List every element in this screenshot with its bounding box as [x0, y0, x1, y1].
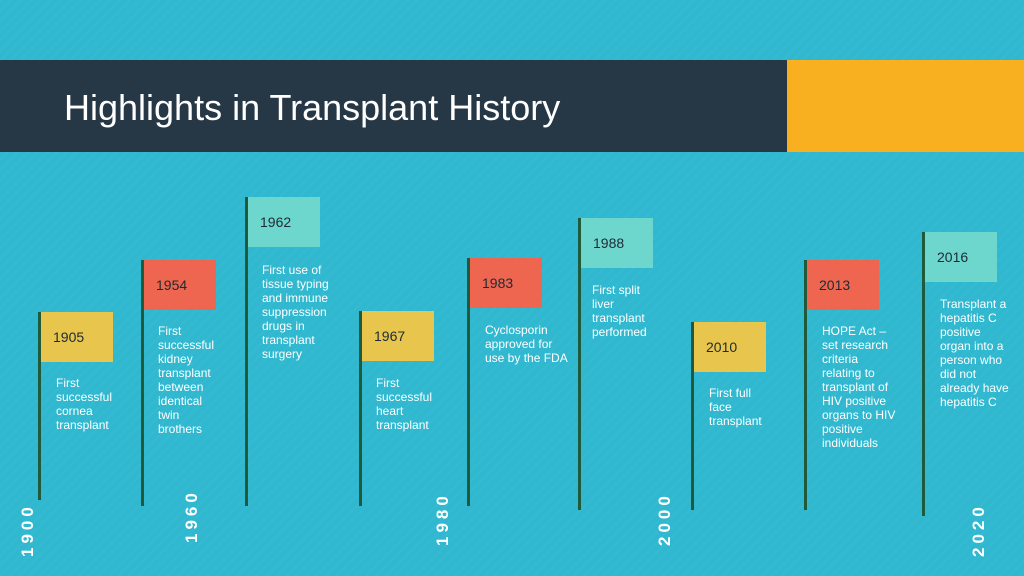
flag-pole	[691, 322, 694, 510]
event-description-2013: HOPE Act – set research criteria relating t…	[822, 324, 896, 450]
axis-label-2020: 2020	[969, 503, 988, 557]
year-flag-1905: 1905	[41, 312, 113, 362]
event-description-1988: First split liver transplant performed	[592, 283, 647, 339]
flag-pole	[141, 260, 144, 506]
event-description-1983: Cyclosporin approved for use by the FDA	[485, 323, 568, 365]
flag-pole	[578, 218, 581, 510]
axis-label-2000: 2000	[655, 492, 674, 546]
year-flag-1983: 1983	[470, 258, 542, 308]
year-flag-1967: 1967	[362, 311, 434, 361]
event-description-1967: First successful heart transplant	[376, 376, 433, 432]
year-flag-2013: 2013	[807, 260, 879, 310]
year-flag-1988: 1988	[581, 218, 653, 268]
flag-pole	[922, 232, 925, 516]
flag-pole	[804, 260, 807, 510]
year-flag-2010: 2010	[694, 322, 766, 372]
title-banner	[0, 60, 787, 152]
accent-block	[787, 60, 1024, 152]
year-flag-1954: 1954	[144, 260, 216, 310]
slide-title: Highlights in Transplant History	[64, 87, 561, 128]
axis-label-1980: 1980	[433, 492, 452, 546]
event-description-2010: First full face transplant	[709, 386, 762, 428]
axis-label-1960: 1960	[182, 489, 201, 543]
flag-pole	[467, 258, 470, 506]
year-flag-1962: 1962	[248, 197, 320, 247]
event-description-1954: First successful kidney transplant between id…	[158, 324, 215, 436]
year-flag-2016: 2016	[925, 232, 997, 282]
flag-pole	[245, 197, 248, 506]
axis-label-1900: 1900	[18, 503, 37, 557]
flag-pole	[38, 312, 41, 500]
event-description-1905: First successful cornea transplant	[56, 376, 113, 432]
flag-pole	[359, 311, 362, 506]
event-description-1962: First use of tissue typing and immune suppr…	[262, 263, 329, 361]
